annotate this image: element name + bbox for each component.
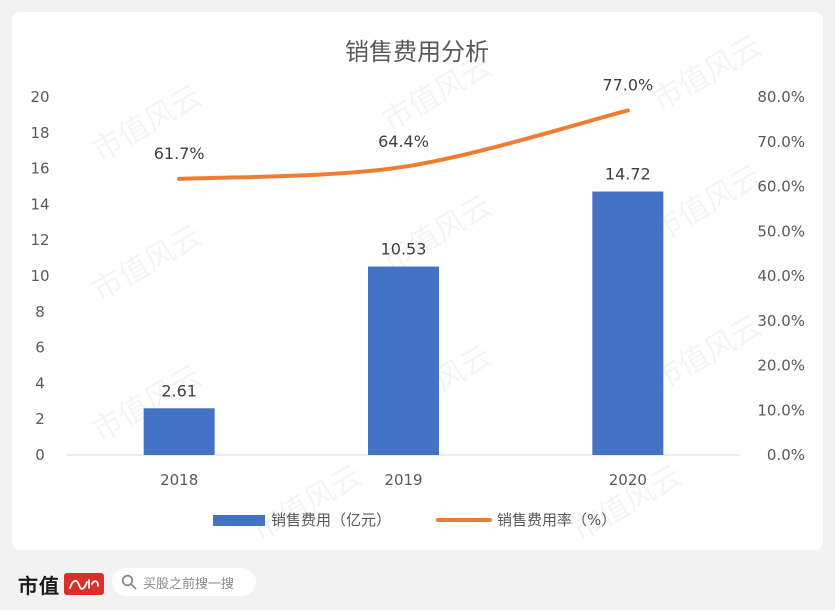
legend-label-line: 销售费用率（%） xyxy=(497,511,616,529)
y-right-tick-label: 10.0% xyxy=(757,401,805,419)
y-left-tick-label: 16 xyxy=(30,160,49,178)
brand-name: 市值 xyxy=(18,573,60,598)
x-tick-label: 2020 xyxy=(609,471,647,489)
y-right-tick-label: 40.0% xyxy=(757,267,805,285)
y-left-tick-label: 10 xyxy=(30,267,49,285)
bar-layer xyxy=(143,191,664,455)
chart-title: 销售费用分析 xyxy=(345,38,489,66)
x-tick-label: 2019 xyxy=(384,471,422,489)
watermark-text: 市值风云 xyxy=(647,159,768,249)
brand-seal-icon xyxy=(64,573,104,595)
line-data-label: 64.4% xyxy=(378,132,429,151)
chart-card: 市值风云 市值风云 市值风云 市值风云 市值风云 市值风云 市值风云 市值风云 市值风云 市值风云… xyxy=(12,12,823,550)
y-left-tick-label: 14 xyxy=(30,195,49,213)
y-right-tick-label: 50.0% xyxy=(757,222,805,240)
line-data-label: 77.0% xyxy=(602,75,653,94)
search-box[interactable]: 买股之前搜一搜 xyxy=(112,568,256,596)
watermark-text: 市值风云 xyxy=(247,459,368,549)
line-data-label: 61.7% xyxy=(154,144,205,163)
y-left-tick-label: 8 xyxy=(35,303,45,321)
bar xyxy=(143,408,215,455)
legend-swatch-bar xyxy=(213,515,265,526)
y-left-tick-label: 4 xyxy=(35,374,45,392)
legend-layer: 销售费用（亿元） 销售费用率（%） xyxy=(213,511,616,529)
y-left-tick-label: 2 xyxy=(35,410,45,428)
bar xyxy=(592,191,664,455)
y-right-tick-label: 30.0% xyxy=(757,312,805,330)
brand-logo[interactable]: 市值 xyxy=(18,570,104,598)
bar-data-label: 14.72 xyxy=(605,165,651,184)
y-left-tick-label: 18 xyxy=(30,124,49,142)
y-left-tick-label: 0 xyxy=(35,446,45,464)
watermark-text: 市值风云 xyxy=(647,29,768,119)
y-right-tick-label: 0.0% xyxy=(767,446,805,464)
label-layer: 2.61 10.53 14.72 61.7% 64.4% 77.0% xyxy=(154,75,653,400)
y-right-tick-label: 80.0% xyxy=(757,88,805,106)
y-right-tick-label: 20.0% xyxy=(757,357,805,375)
y-right-tick-label: 60.0% xyxy=(757,178,805,196)
y-left-tick-label: 12 xyxy=(30,231,49,249)
y-left-tick-label: 20 xyxy=(30,88,49,106)
bar-data-label: 2.61 xyxy=(161,381,197,400)
search-icon xyxy=(121,574,137,590)
bar-data-label: 10.53 xyxy=(381,240,427,259)
watermark-text: 市值风云 xyxy=(377,189,498,279)
y-left-tick-label: 6 xyxy=(35,339,45,357)
legend-label-bar: 销售费用（亿元） xyxy=(271,511,391,529)
x-tick-label: 2018 xyxy=(160,471,198,489)
line-layer xyxy=(177,108,630,181)
y-right-tick-label: 70.0% xyxy=(757,133,805,151)
search-placeholder: 买股之前搜一搜 xyxy=(143,576,235,592)
watermark-text: 市值风云 xyxy=(647,309,768,399)
footer-bar: 市值 买股之前搜一搜 xyxy=(0,556,835,610)
watermark-text: 市值风云 xyxy=(87,219,208,309)
bar xyxy=(368,266,439,455)
